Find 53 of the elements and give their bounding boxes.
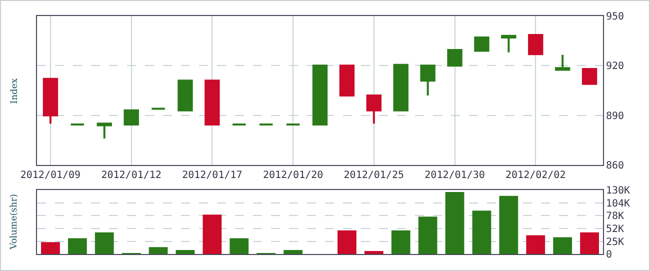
x-tick-label: 2012/01/25 (344, 170, 404, 181)
bar (526, 235, 546, 254)
y-tick-label: 890 (606, 110, 624, 122)
x-tick-label: 2012/01/09 (20, 170, 81, 181)
candlestick (474, 36, 490, 52)
bar (553, 237, 572, 254)
bar (499, 196, 518, 254)
candlestick (393, 64, 408, 112)
y-tick-label: 104K (606, 198, 630, 210)
y-axis-title: Index (10, 78, 20, 104)
candlestick (582, 68, 598, 85)
bar (41, 242, 60, 254)
x-tick-label: 2012/01/30 (424, 170, 485, 181)
bar (176, 250, 195, 254)
candlestick (554, 54, 570, 71)
candlestick (124, 109, 139, 126)
x-tick-label: 2012/01/12 (101, 170, 162, 181)
y-tick-label: 25K (606, 237, 624, 248)
bar (202, 214, 222, 254)
candlestick (528, 34, 544, 56)
candlestick (42, 78, 58, 125)
candlestick (178, 80, 193, 112)
bar (418, 216, 438, 254)
candlestick (420, 64, 436, 96)
candlestick (339, 64, 355, 96)
bar (68, 238, 87, 254)
y-tick-label: 52K (606, 224, 624, 235)
bar (338, 230, 356, 254)
candlestick (447, 48, 462, 67)
bar (94, 232, 114, 254)
y-tick-label: 920 (606, 61, 624, 72)
bar (284, 250, 302, 254)
y-tick-label: 0 (606, 250, 612, 260)
candlestick (366, 94, 382, 125)
bar (445, 192, 464, 254)
candlestick (204, 80, 220, 126)
candlestick (312, 64, 328, 126)
candlestick (501, 34, 516, 54)
y-tick-label: 860 (606, 160, 624, 172)
y-tick-label: 130K (606, 186, 630, 196)
bar (230, 238, 249, 254)
x-tick-label: 2012/01/17 (182, 170, 242, 181)
bar (391, 230, 410, 254)
bar (148, 247, 168, 254)
bar (364, 251, 384, 254)
candlestick (96, 122, 112, 140)
x-tick-label: 2012/02/02 (506, 170, 566, 181)
bar (580, 232, 599, 254)
x-tick-label: 2012/01/20 (262, 170, 324, 181)
y-axis-title: Volume(shr) (9, 194, 20, 250)
y-tick-label: 78K (606, 211, 624, 222)
y-tick-label: 950 (606, 12, 624, 22)
bar (472, 210, 492, 254)
